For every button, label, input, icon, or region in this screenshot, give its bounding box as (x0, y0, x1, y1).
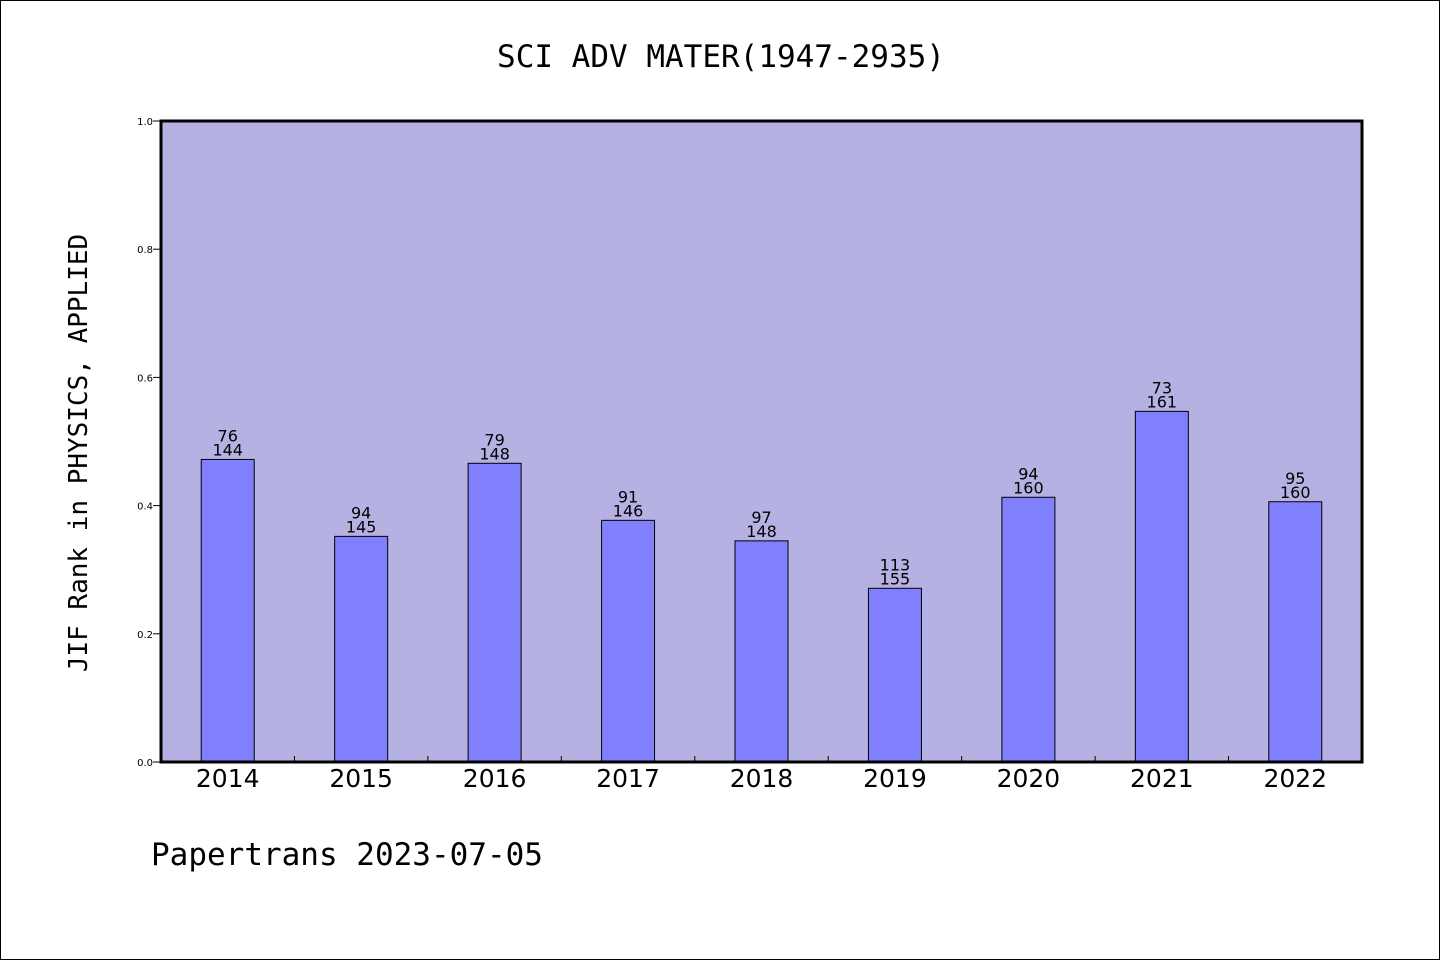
bar-rank-label: 94 (351, 503, 371, 522)
x-tick-label: 2014 (196, 764, 260, 793)
bar-total-label: 161 (1147, 392, 1178, 411)
bar-total-label: 145 (346, 517, 377, 536)
x-tick-label: 2020 (997, 764, 1061, 793)
bar (1001, 496, 1056, 763)
bar-total-label: 160 (1013, 478, 1044, 497)
x-tick-label: 2022 (1263, 764, 1327, 793)
bar (601, 519, 656, 763)
x-tick-label: 2017 (596, 764, 660, 793)
bar (734, 540, 789, 763)
bar (467, 462, 522, 763)
bar-rank-label: 76 (218, 426, 238, 445)
chart-marks: 0.00.20.40.60.81.07614420149414520157914… (137, 117, 1327, 793)
bar (867, 587, 922, 763)
bar-rank-label: 94 (1018, 464, 1038, 483)
bar-rank-label: 91 (618, 487, 638, 506)
x-tick-label: 2015 (329, 764, 393, 793)
bar (1268, 501, 1323, 763)
y-tick-label: 0.2 (137, 630, 153, 641)
bar-rank-label: 95 (1285, 469, 1305, 488)
bar (334, 535, 389, 763)
bar-rank-label: 113 (880, 555, 911, 574)
y-tick-label: 0.6 (137, 373, 153, 384)
x-tick-label: 2016 (463, 764, 527, 793)
plot-border (159, 119, 1364, 764)
bar-total-label: 148 (746, 522, 777, 541)
y-tick-label: 0.4 (137, 502, 153, 513)
bar-total-label: 148 (479, 444, 510, 463)
bar-total-label: 146 (613, 501, 644, 520)
x-tick-label: 2019 (863, 764, 927, 793)
x-tick-label: 2018 (730, 764, 794, 793)
bar-rank-label: 79 (484, 430, 504, 449)
chart-title: SCI ADV MATER(1947-2935) (497, 39, 945, 75)
x-tick-label: 2021 (1130, 764, 1194, 793)
bar-total-label: 160 (1280, 483, 1311, 502)
y-axis-label: JIF Rank in PHYSICS, APPLIED (64, 234, 94, 672)
bar (200, 458, 255, 763)
bar (1134, 410, 1189, 763)
bar-rank-label: 97 (751, 508, 771, 527)
bar-total-label: 144 (212, 440, 243, 459)
y-tick-label: 0.0 (137, 758, 153, 769)
y-tick-label: 0.8 (137, 245, 153, 256)
bar-total-label: 155 (880, 569, 911, 588)
bar-rank-label: 73 (1152, 378, 1172, 397)
footer-text: Papertrans 2023-07-05 (151, 837, 543, 873)
y-tick-label: 1.0 (137, 117, 153, 128)
